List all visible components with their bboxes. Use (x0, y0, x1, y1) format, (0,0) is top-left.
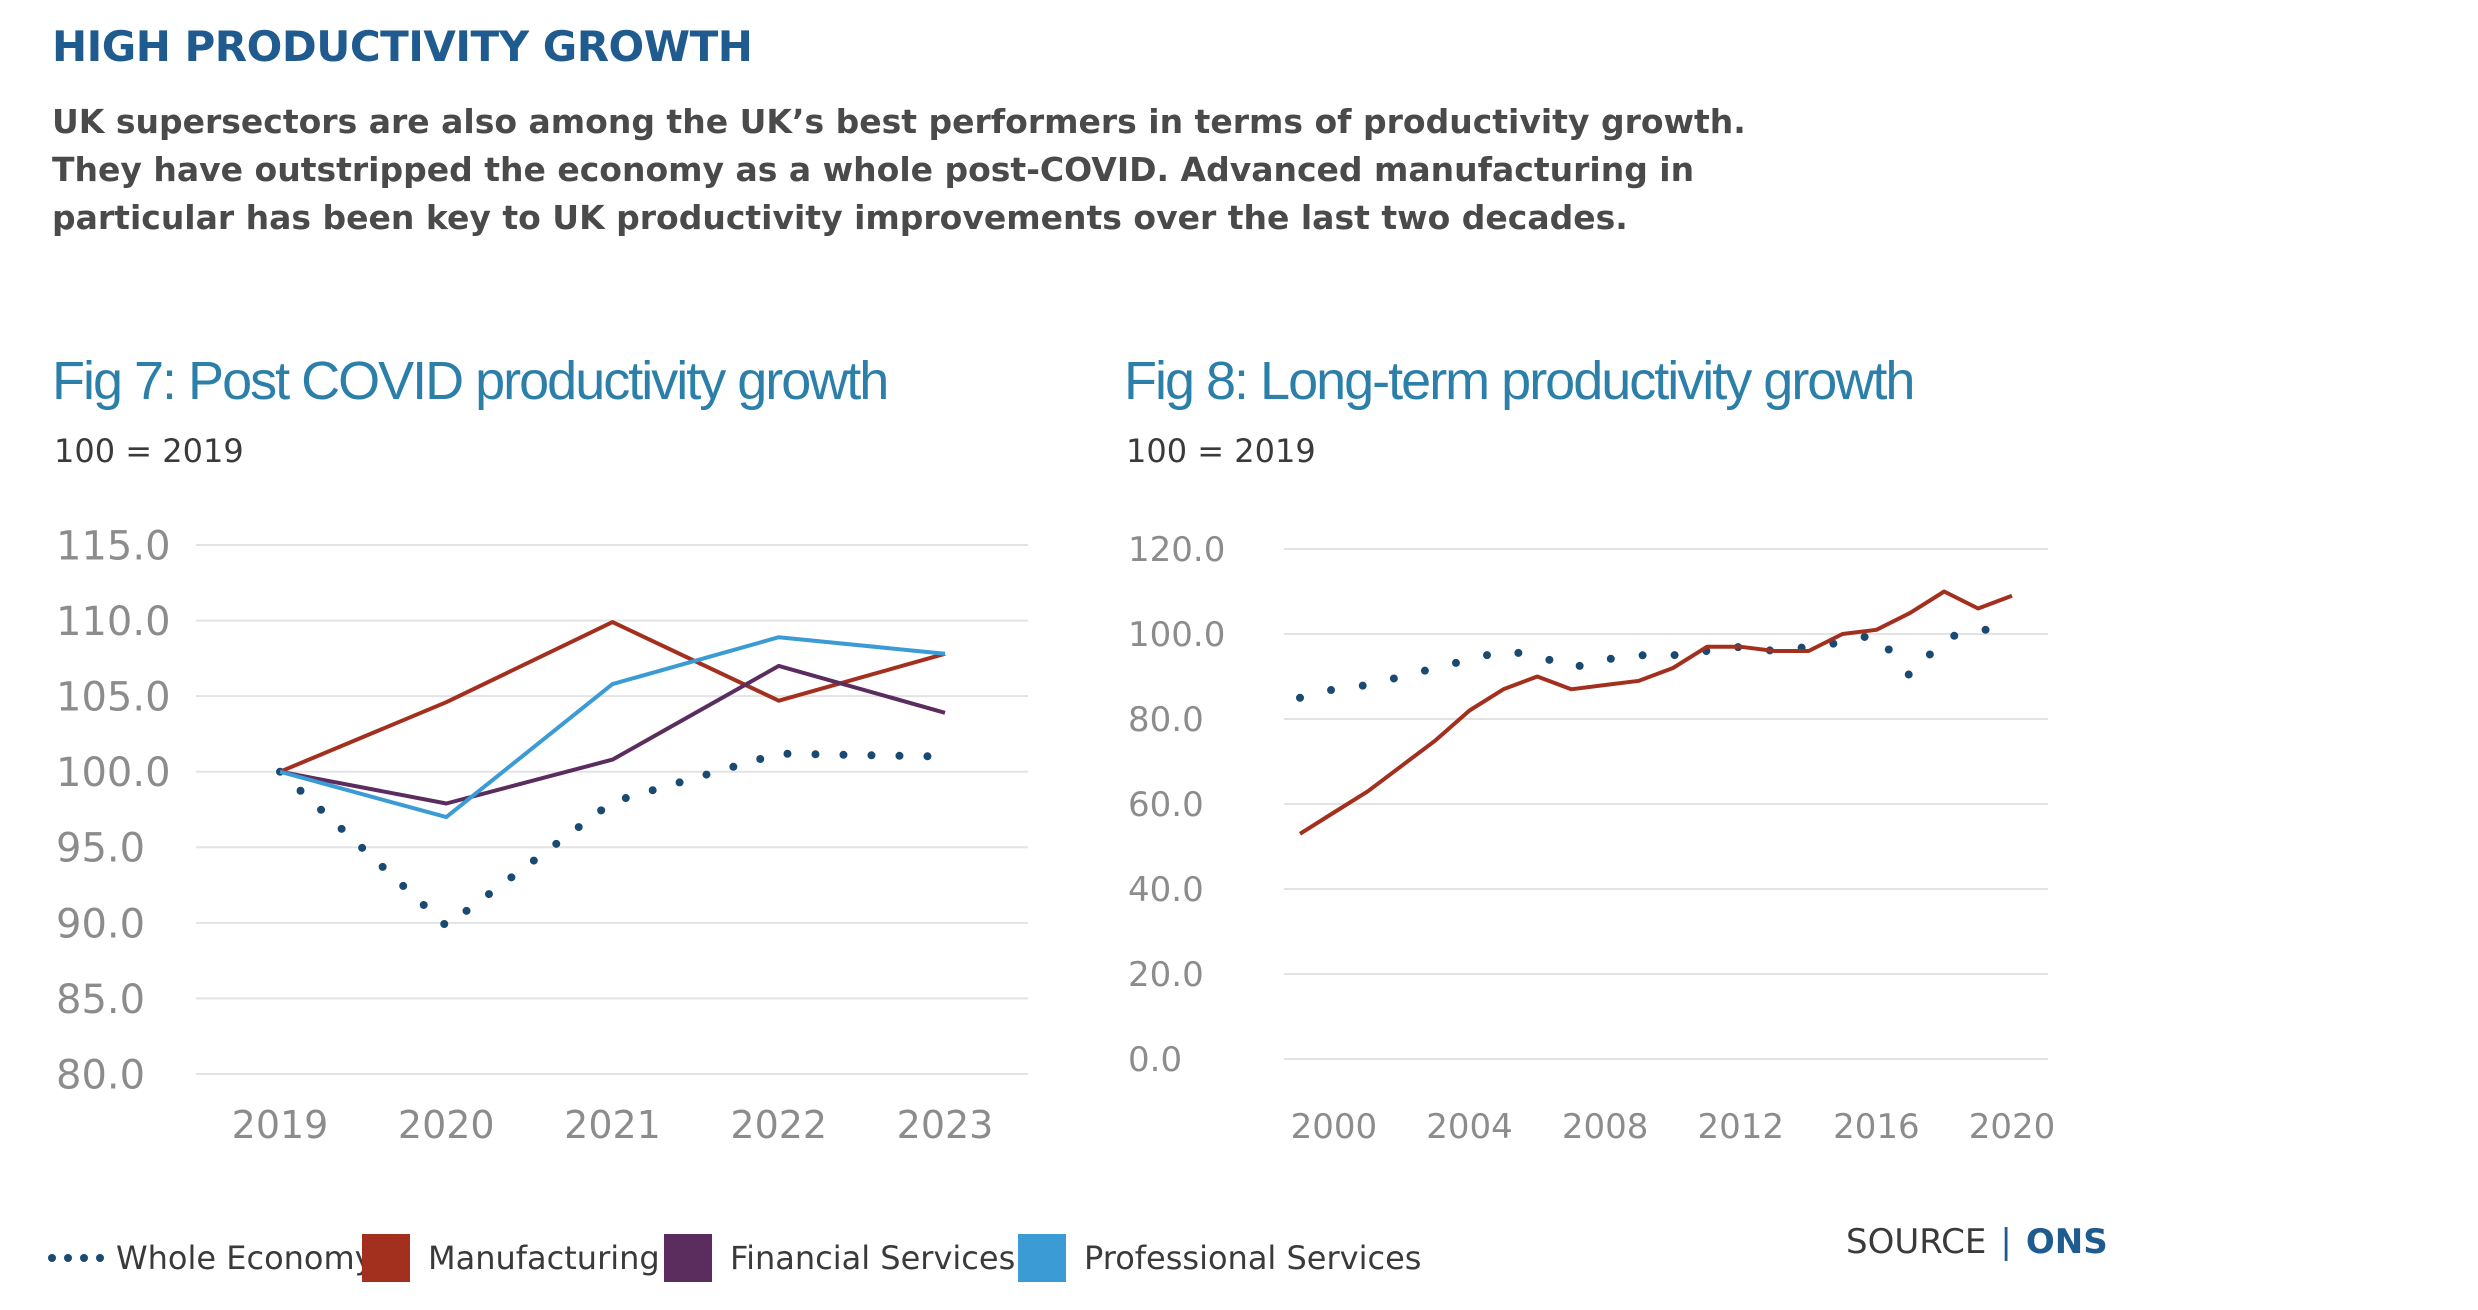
page-title: HIGH PRODUCTIVITY GROWTH (52, 22, 753, 71)
source-note: SOURCE | ONS (1846, 1222, 2108, 1262)
series-line-professional-services (279, 635, 946, 820)
swatch-icon (362, 1234, 410, 1282)
series-line-financial-services (279, 663, 946, 806)
series-line-whole-economy (276, 749, 949, 930)
series-line-whole-economy (1296, 625, 2016, 702)
y-tick-label: 40.0 (1128, 870, 1204, 910)
y-tick-label: 0.0 (1128, 1040, 1182, 1080)
x-tick-label: 2012 (1697, 1107, 1784, 1147)
y-tick-label: 120.0 (1128, 530, 1225, 570)
fig8-subtitle: 100 = 2019 (1126, 432, 1316, 470)
legend-item-financial-services: Financial Services (664, 1228, 1015, 1288)
x-tick-label: 2022 (730, 1103, 827, 1147)
x-tick-label: 2016 (1833, 1107, 1920, 1147)
legend-label: Financial Services (730, 1239, 1016, 1277)
series-line-manufacturing (279, 620, 946, 774)
x-tick-label: 2020 (398, 1103, 495, 1147)
intro-line: particular has been key to UK productivi… (52, 198, 1628, 237)
legend-item-manufacturing: Manufacturing (362, 1228, 660, 1288)
y-tick-label: 80.0 (1128, 700, 1204, 740)
fig8-title: Fig 8: Long-term productivity growth (1124, 351, 1915, 411)
intro-line: UK supersectors are also among the UK’s … (52, 102, 1746, 141)
dotted-line-icon (48, 1253, 104, 1263)
intro-line: They have outstripped the economy as a w… (52, 150, 1695, 189)
legend-label: Professional Services (1084, 1239, 1422, 1277)
swatch-icon (1018, 1234, 1066, 1282)
swatch-icon (664, 1234, 712, 1282)
y-tick-label: 85.0 (56, 977, 145, 1023)
y-tick-label: 100.0 (1128, 615, 1225, 655)
source-separator: | (2000, 1222, 2012, 1262)
y-tick-label: 90.0 (56, 901, 145, 947)
y-tick-label: 105.0 (56, 675, 171, 721)
x-tick-label: 2004 (1426, 1107, 1513, 1147)
source-label: SOURCE (1846, 1222, 1987, 1262)
x-tick-label: 2019 (232, 1103, 329, 1147)
x-tick-label: 2020 (1969, 1107, 2056, 1147)
y-tick-label: 110.0 (56, 599, 171, 645)
legend-label: Manufacturing (428, 1239, 660, 1277)
x-tick-label: 2021 (564, 1103, 661, 1147)
y-tick-label: 115.0 (56, 523, 171, 569)
legend-item-whole-economy: Whole Economy (48, 1228, 374, 1288)
series-line-manufacturing (1298, 589, 2013, 836)
y-tick-label: 60.0 (1128, 785, 1204, 825)
y-tick-label: 100.0 (56, 750, 171, 796)
fig7-title: Fig 7: Post COVID productivity growth (52, 351, 889, 411)
source-value: ONS (2025, 1222, 2108, 1262)
y-tick-label: 80.0 (56, 1052, 145, 1098)
intro-text: UK supersectors are also among the UK’s … (52, 98, 1752, 242)
y-tick-label: 20.0 (1128, 955, 1204, 995)
legend: Whole Economy Manufacturing Financial Se… (0, 1228, 1500, 1288)
legend-label: Whole Economy (116, 1239, 374, 1277)
legend-item-professional-services: Professional Services (1018, 1228, 1421, 1288)
y-tick-label: 95.0 (56, 826, 145, 872)
fig7-subtitle: 100 = 2019 (54, 432, 244, 470)
x-tick-label: 2000 (1291, 1107, 1378, 1147)
x-tick-label: 2023 (897, 1103, 994, 1147)
x-tick-label: 2008 (1562, 1107, 1649, 1147)
